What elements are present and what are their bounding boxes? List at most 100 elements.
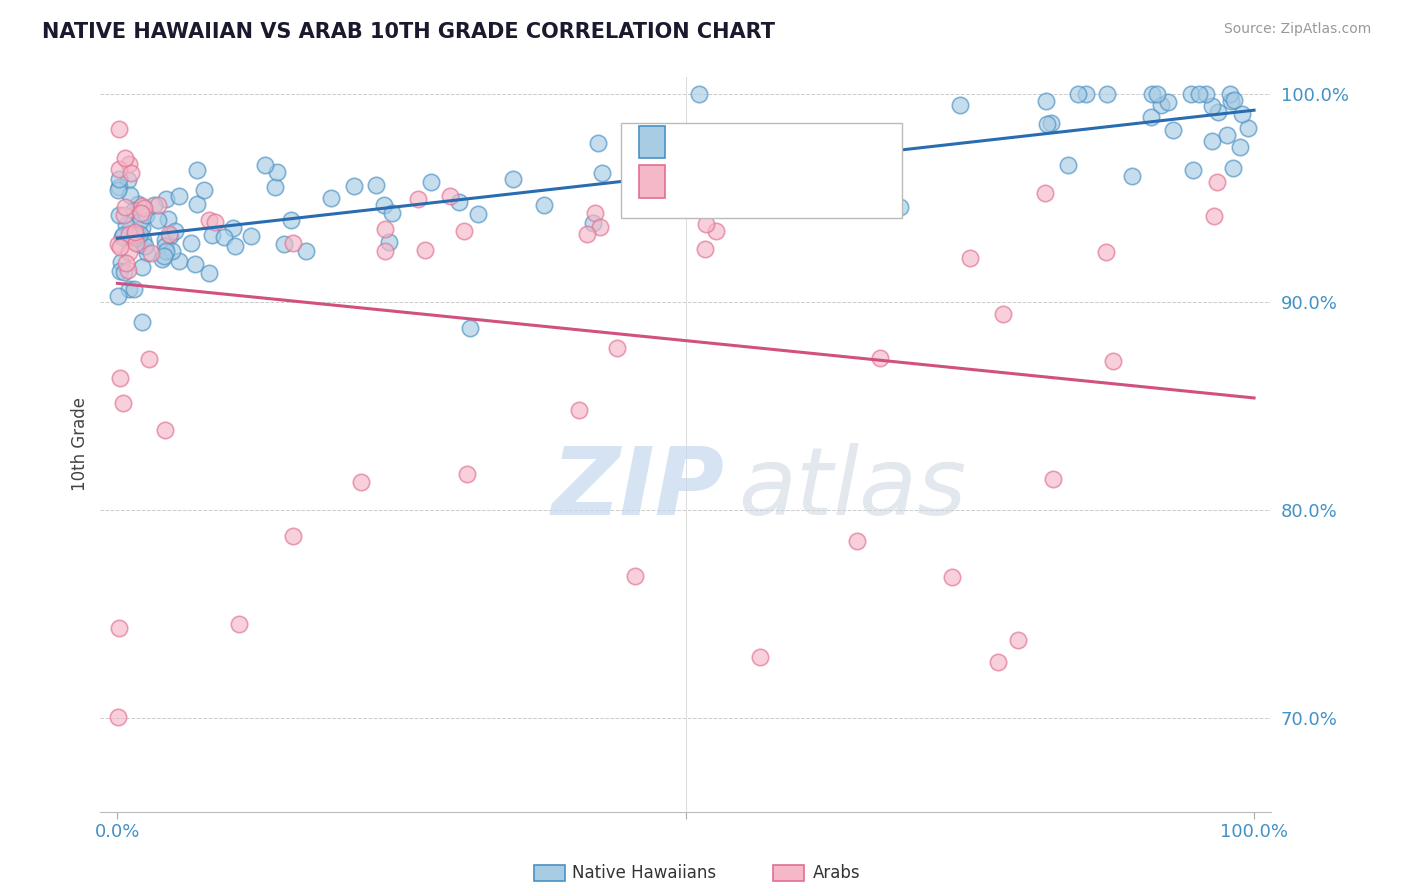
Point xyxy=(453,224,475,238)
Point xyxy=(949,97,972,112)
Point xyxy=(582,216,605,230)
Point xyxy=(212,230,235,244)
Point xyxy=(118,227,141,242)
Point xyxy=(118,157,141,171)
Point xyxy=(117,172,139,186)
Point xyxy=(108,621,131,635)
Point xyxy=(1007,633,1029,648)
Point xyxy=(120,187,142,202)
Point xyxy=(180,235,202,250)
Point xyxy=(1040,116,1063,130)
Point xyxy=(125,231,148,245)
Point xyxy=(959,251,981,265)
Point xyxy=(413,244,436,258)
Point xyxy=(167,189,190,203)
Point xyxy=(125,235,148,250)
Point xyxy=(586,136,609,151)
Point xyxy=(254,158,277,172)
Point xyxy=(993,306,1015,320)
Point xyxy=(143,198,166,212)
Point xyxy=(153,239,176,253)
Point xyxy=(467,206,489,220)
Point xyxy=(122,282,145,296)
Point xyxy=(533,198,555,212)
Point xyxy=(1076,87,1098,101)
Text: NATIVE HAWAIIAN VS ARAB 10TH GRADE CORRELATION CHART: NATIVE HAWAIIAN VS ARAB 10TH GRADE CORRE… xyxy=(42,22,775,42)
Point xyxy=(1188,87,1211,101)
Point xyxy=(114,151,136,165)
Point xyxy=(169,253,191,268)
Point xyxy=(204,215,226,229)
Point xyxy=(117,263,139,277)
Point xyxy=(111,396,134,410)
Point xyxy=(1067,87,1090,101)
Point xyxy=(1229,139,1251,153)
Point xyxy=(112,208,135,222)
Point xyxy=(1042,472,1064,486)
Point xyxy=(153,233,176,247)
Point xyxy=(374,244,396,258)
Point xyxy=(343,179,366,194)
Point xyxy=(575,227,598,242)
Point xyxy=(373,198,395,212)
Point xyxy=(1157,95,1180,109)
Point xyxy=(112,228,135,243)
Point xyxy=(146,213,169,227)
Point xyxy=(124,225,146,239)
Point xyxy=(184,257,207,271)
Point xyxy=(150,252,173,266)
Point xyxy=(1222,161,1244,175)
Point xyxy=(152,249,174,263)
Point xyxy=(858,151,880,165)
Point xyxy=(118,282,141,296)
Point xyxy=(155,192,177,206)
Point xyxy=(224,239,246,253)
Point xyxy=(1195,87,1218,101)
Point xyxy=(186,197,208,211)
Point xyxy=(419,175,441,189)
Point xyxy=(110,255,132,269)
Point xyxy=(141,245,163,260)
Point xyxy=(1204,209,1226,223)
Point xyxy=(198,266,221,280)
Point xyxy=(1223,93,1246,107)
Point xyxy=(132,233,155,247)
Point xyxy=(439,188,461,202)
Point xyxy=(157,227,180,241)
Text: Arabs: Arabs xyxy=(813,864,860,882)
Point xyxy=(1230,107,1253,121)
Point xyxy=(1036,117,1059,131)
Point xyxy=(1121,169,1143,184)
Point xyxy=(1219,87,1241,101)
Point xyxy=(1237,121,1260,136)
Point xyxy=(321,192,343,206)
Point xyxy=(112,265,135,279)
Point xyxy=(364,178,387,193)
Point xyxy=(131,199,153,213)
Text: R =: R = xyxy=(676,174,711,192)
Point xyxy=(107,183,129,197)
Point xyxy=(162,244,184,259)
Point xyxy=(1150,98,1173,112)
Point xyxy=(695,217,717,231)
Text: 64: 64 xyxy=(763,174,787,192)
Point xyxy=(1215,128,1237,142)
Point xyxy=(1140,111,1163,125)
Point xyxy=(240,229,263,244)
Point xyxy=(108,371,131,385)
Point xyxy=(108,263,131,277)
Text: ZIP: ZIP xyxy=(551,442,724,534)
Point xyxy=(634,178,657,193)
Point xyxy=(589,220,612,235)
Point xyxy=(568,402,591,417)
Point xyxy=(153,423,176,437)
Point xyxy=(129,214,152,228)
Point xyxy=(752,184,775,198)
Point xyxy=(807,168,830,182)
Point xyxy=(228,616,250,631)
Point xyxy=(108,172,131,186)
Point xyxy=(1180,87,1202,101)
Point xyxy=(704,224,727,238)
Point xyxy=(941,570,963,584)
Point xyxy=(456,467,478,482)
